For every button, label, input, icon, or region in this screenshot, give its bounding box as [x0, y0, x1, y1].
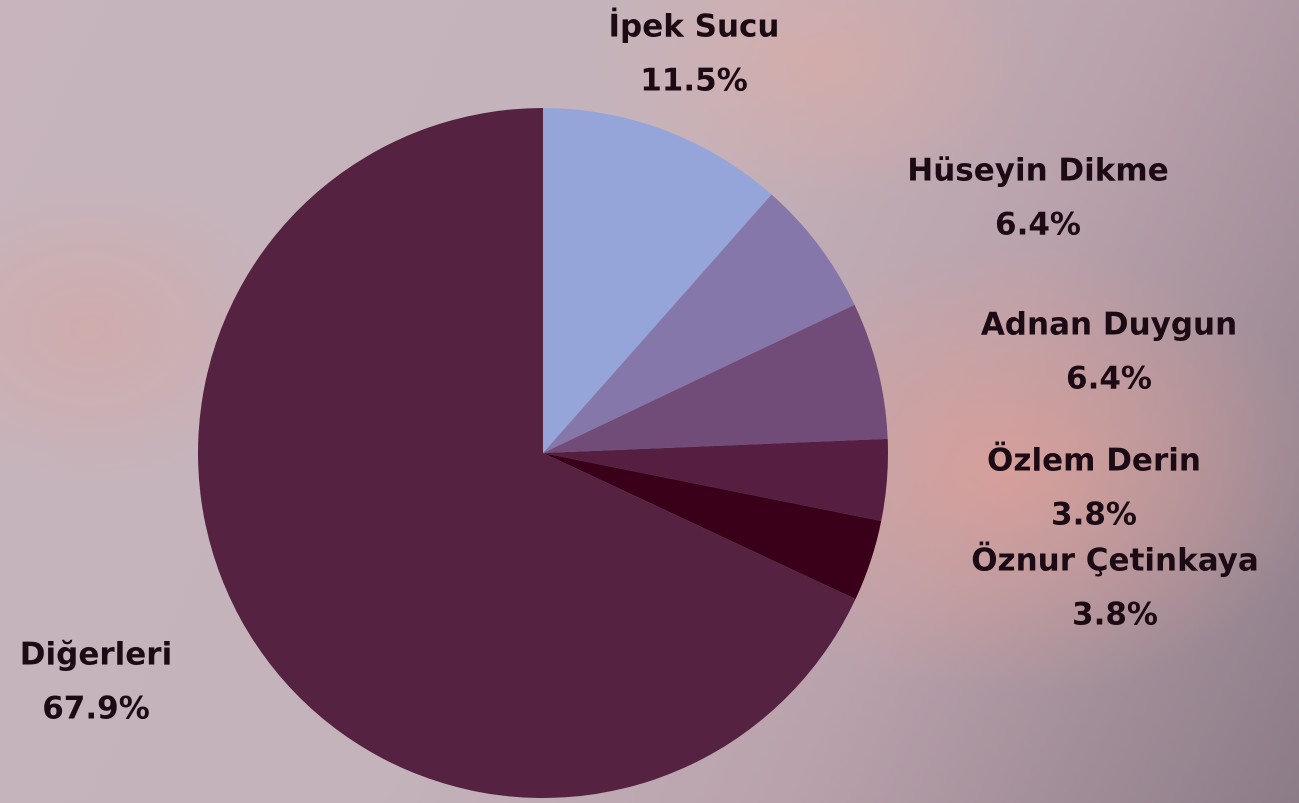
slice-label: İpek Sucu: [609, 9, 780, 45]
slice-label: Adnan Duygun: [981, 307, 1237, 343]
slice-label: Öznur Çetinkaya: [971, 542, 1259, 579]
slice-label: Diğerleri: [20, 637, 172, 673]
slice-label: Hüseyin Dikme: [907, 153, 1169, 189]
chart: İpek Sucu 11.5% Hüseyin Dikme 6.4% Adnan Duy…: [0, 0, 1299, 803]
page: İpek Sucu 11.5% Hüseyin Dikme 6.4% Adnan Duy…: [0, 0, 1299, 803]
value-label: 3.8%: [1072, 597, 1158, 633]
value-label: 11.5%: [640, 63, 748, 99]
value-label: 6.4%: [995, 207, 1081, 243]
value-label: 6.4%: [1066, 361, 1152, 397]
slice-label: Özlem Derin: [987, 442, 1201, 479]
value-label: 67.9%: [42, 691, 150, 727]
value-label: 3.8%: [1051, 497, 1137, 533]
